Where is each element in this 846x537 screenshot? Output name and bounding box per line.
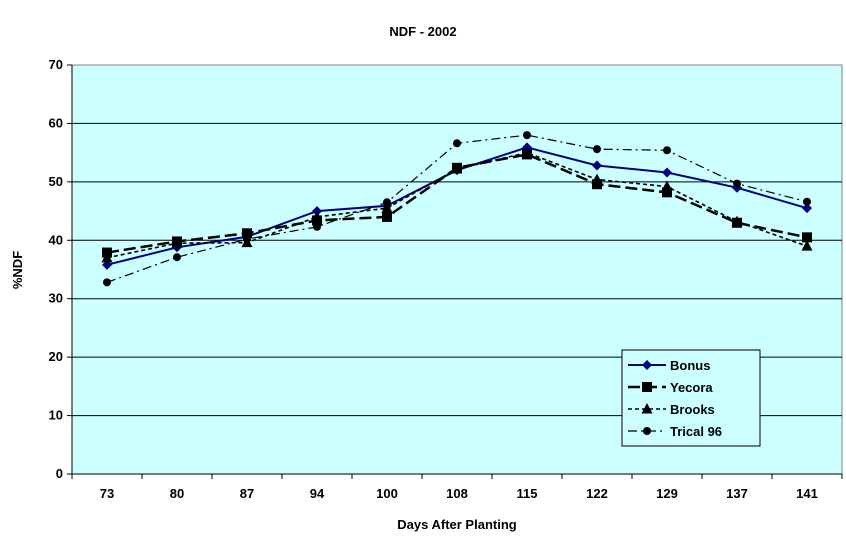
data-point [381,202,393,213]
data-point [451,163,463,174]
data-point [663,146,671,155]
y-axis: 0 10 20 30 40 50 60 70 [49,57,73,481]
data-point [802,232,812,243]
legend-label: Bonus [670,358,710,373]
x-tick-label: 80 [170,486,184,501]
x-tick-label: 87 [240,486,254,501]
x-tick-label: 94 [310,486,325,501]
data-point [733,179,741,188]
series-trical-96 [103,131,811,287]
legend-item: Yecora [628,380,713,395]
data-point [453,139,461,148]
data-point [171,237,183,248]
legend-item: Brooks [628,402,715,417]
y-tick-label: 40 [49,232,63,247]
data-point [592,160,602,171]
x-axis: 73 80 87 94 100 108 115 122 129 137 141 [71,473,843,501]
y-axis-label: %NDF [10,251,25,289]
x-tick-label: 100 [376,486,398,501]
y-tick-label: 20 [49,349,63,364]
legend-item: Trical 96 [628,424,722,439]
data-point [662,187,672,198]
legend: Bonus Yecora Brooks Trical 96 [621,349,761,447]
data-point [662,167,672,178]
x-tick-label: 137 [726,486,748,501]
data-point [173,253,181,262]
data-point [102,259,112,270]
x-tick-label: 73 [100,486,114,501]
legend-label: Trical 96 [670,424,722,439]
data-point [593,145,601,154]
data-point [801,240,813,251]
data-point [101,251,113,263]
legend-marker [641,403,653,414]
legend-marker [642,360,652,370]
y-tick-label: 10 [49,408,63,423]
x-axis-label: Days After Planting [397,517,516,532]
data-point [382,211,392,222]
x-tick-label: 141 [796,486,818,501]
y-tick-label: 0 [56,466,63,481]
data-point [243,235,251,244]
x-tick-label: 122 [586,486,608,501]
data-point [661,180,673,192]
y-tick-label: 50 [49,174,63,189]
x-tick-label: 108 [446,486,468,501]
legend-marker [642,382,652,392]
legend-marker [643,427,651,435]
data-point [803,197,811,206]
data-point [313,222,321,231]
y-tick-label: 60 [49,115,63,130]
data-point [103,278,111,287]
legend-label: Yecora [670,380,713,395]
data-point [521,146,533,158]
y-tick-label: 30 [49,291,63,306]
data-point [591,173,603,185]
data-point [731,215,743,227]
chart-title: NDF - 2002 [389,24,456,39]
data-point [383,198,391,207]
data-point [802,203,812,214]
series-layer [101,131,813,287]
data-point [592,179,602,190]
data-point [523,131,531,140]
series-brooks [101,146,813,263]
x-tick-label: 129 [656,486,678,501]
legend-label: Brooks [670,402,715,417]
x-tick-label: 115 [517,486,538,501]
legend-item: Bonus [628,358,710,373]
data-point [242,228,252,239]
data-point [311,210,323,222]
y-tick-label: 70 [49,57,63,72]
